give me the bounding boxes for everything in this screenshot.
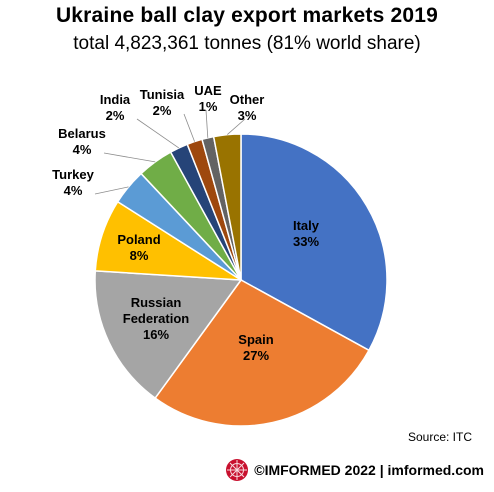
slice-label-italy: Italy 33% <box>293 218 320 249</box>
slice-label-uae: UAE 1% <box>194 83 222 114</box>
source-note: Source: ITC <box>407 430 472 444</box>
chart-subtitle: total 4,823,361 tonnes (81% world share) <box>73 33 421 54</box>
leader-line-other <box>227 118 246 135</box>
chart-title: Ukraine ball clay export markets 2019 <box>55 4 439 27</box>
leader-line-tunisia <box>183 113 195 142</box>
pie-slice-italy <box>240 133 388 352</box>
slice-label-poland: Poland 8% <box>117 232 160 263</box>
leader-line-belarus <box>103 152 156 163</box>
pie-slice-russian-federation <box>94 270 243 400</box>
imformed-logo-icon <box>226 459 249 481</box>
leader-line-india <box>136 118 180 149</box>
slice-label-spain: Spain 27% <box>238 332 273 363</box>
slice-label-turkey: Turkey 4% <box>52 167 94 198</box>
footer-credit: ©IMFORMED 2022 | imformed.com <box>225 458 484 482</box>
slice-label-other: Other 3% <box>230 92 265 123</box>
footer-text: ©IMFORMED 2022 | imformed.com <box>254 462 484 478</box>
pie-slice-spain <box>154 279 370 427</box>
leader-line-uae <box>205 109 209 138</box>
slice-label-tunisia: Tunisia 2% <box>140 87 185 118</box>
slice-label-belarus: Belarus 4% <box>58 126 106 157</box>
leader-line-turkey <box>94 186 129 195</box>
slice-label-russian-federation: Russian Federation 16% <box>123 295 190 342</box>
pie-slice-other <box>212 133 242 281</box>
slice-label-india: India 2% <box>100 92 131 123</box>
